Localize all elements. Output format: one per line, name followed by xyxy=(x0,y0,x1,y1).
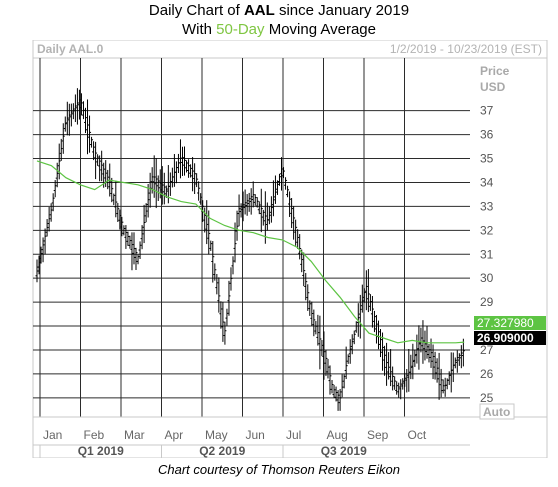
chart-subtitle: With 50-Day Moving Average xyxy=(0,21,558,38)
y-tick-label: 26 xyxy=(480,367,494,381)
month-label: May xyxy=(205,428,228,442)
title-ticker: AAL xyxy=(243,2,275,19)
y-tick-label: 33 xyxy=(480,199,494,213)
month-label: Mar xyxy=(124,428,145,442)
auto-scale-button[interactable] xyxy=(479,403,515,420)
ma-value-box xyxy=(474,316,546,330)
month-label: Jan xyxy=(43,428,62,442)
currency-label: USD xyxy=(480,80,506,94)
y-tick-label: 32 xyxy=(480,223,494,237)
date-range-label: 1/2/2019 - 10/23/2019 (EST) xyxy=(390,42,542,56)
subtitle-suffix: Moving Average xyxy=(264,21,376,38)
y-tick-label: 35 xyxy=(480,152,494,166)
ma-value-label: 27.327980 xyxy=(477,316,534,330)
chart-title: Daily Chart of AAL since January 2019 xyxy=(0,2,558,19)
month-label: Sep xyxy=(367,428,389,442)
y-tick-label: 31 xyxy=(480,247,494,261)
moving-average-line xyxy=(36,160,465,344)
subtitle-prefix: With xyxy=(182,21,217,38)
quarter-label: Q1 2019 xyxy=(78,444,124,458)
last-price-box xyxy=(474,331,546,345)
x-axis-months: Jan Feb Mar Apr May Jun Jul Aug Sep Oct xyxy=(43,428,427,442)
quarter-label: Q2 2019 xyxy=(199,444,245,458)
y-tick-label: 25 xyxy=(480,391,494,405)
x-axis-quarters: Q1 2019 Q2 2019 Q3 2019 xyxy=(39,444,367,458)
title-prefix: Daily Chart of xyxy=(148,2,244,19)
month-label: Jul xyxy=(286,428,301,442)
y-tick-label: 37 xyxy=(480,104,494,118)
auto-scale-label: Auto xyxy=(483,405,510,419)
month-label: Apr xyxy=(165,428,184,442)
month-label: Aug xyxy=(327,428,348,442)
y-tick-label: 36 xyxy=(480,128,494,142)
symbol-label: Daily AAL.0 xyxy=(37,42,104,56)
price-series xyxy=(35,88,465,411)
quarter-label: Q3 2019 xyxy=(321,444,367,458)
y-tick-label: 29 xyxy=(480,295,494,309)
y-tick-label: 30 xyxy=(480,271,494,285)
y-tick-label: 34 xyxy=(480,175,494,189)
last-price-label: 26.909000 xyxy=(477,331,534,345)
month-label: Oct xyxy=(408,428,427,442)
title-suffix: since January 2019 xyxy=(274,2,410,19)
y-tick-label: 27 xyxy=(480,343,494,357)
month-label: Feb xyxy=(84,428,105,442)
price-chart: Daily AAL.0 1/2/2019 - 10/23/2019 (EST) … xyxy=(32,40,548,458)
month-label: Jun xyxy=(246,428,265,442)
chart-frame xyxy=(32,40,548,458)
price-axis-label: Price xyxy=(480,64,510,78)
subtitle-highlight: 50-Day xyxy=(216,21,265,38)
chart-credit: Chart courtesy of Thomson Reuters Eikon xyxy=(157,462,401,477)
